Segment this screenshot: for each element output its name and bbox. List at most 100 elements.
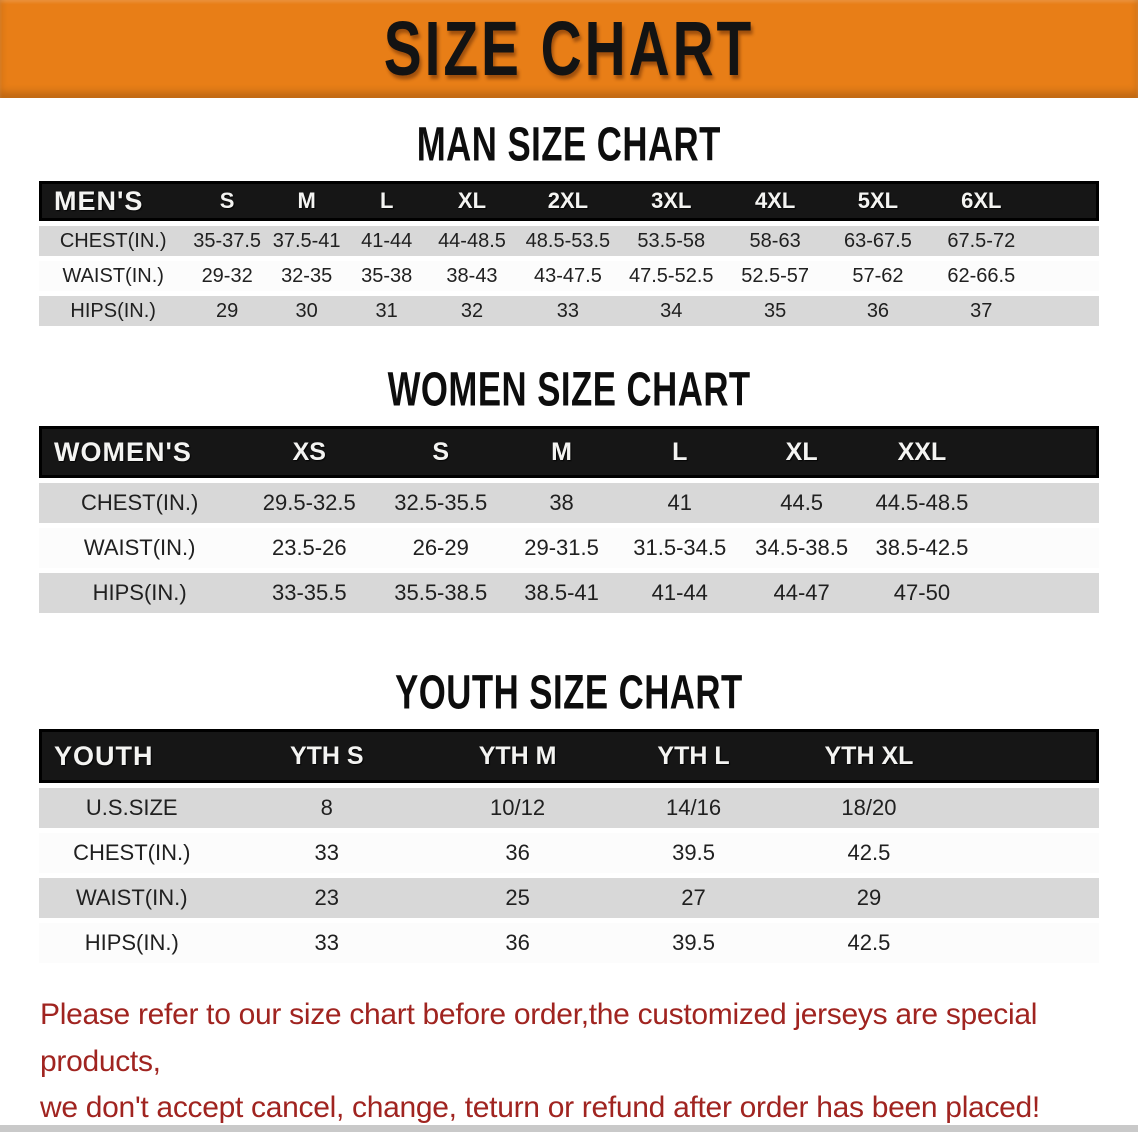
men-hips-in-value-3xl: 34 xyxy=(618,296,724,326)
men-row-pad-cell xyxy=(1033,261,1099,291)
disclaimer-line-2: we don't accept cancel, change, teturn o… xyxy=(40,1091,1040,1124)
men-waist-in-value-3xl: 47.5-52.5 xyxy=(618,261,724,291)
youth-size-header-yth-l: YTH L xyxy=(606,729,781,783)
youth-row-u-s-size: U.S.SIZE 8 10/12 14/16 18/20 xyxy=(39,788,1099,828)
disclaimer-line-1: Please refer to our size chart before or… xyxy=(40,998,1038,1078)
women-section-heading: WOMEN SIZE CHART xyxy=(387,362,751,416)
youth-row-label-u-s-size: U.S.SIZE xyxy=(39,788,225,828)
men-table-header-row: MEN'S S M L XL 2XL 3XL 4XL 5XL 6XL xyxy=(39,181,1099,221)
disclaimer: Please refer to our size chart before or… xyxy=(0,992,1138,1132)
youth-row-hips-in: HIPS(IN.) 33 36 39.5 42.5 xyxy=(39,923,1099,963)
youth-table-label: YOUTH xyxy=(39,729,225,783)
youth-u-s-size-value-yth-m: 10/12 xyxy=(429,788,607,828)
women-row-pad-cell xyxy=(980,528,1099,568)
women-row-pad-cell xyxy=(980,483,1099,523)
youth-u-s-size-value-yth-s: 8 xyxy=(224,788,430,828)
men-row-label-waist-in: WAIST(IN.) xyxy=(39,261,188,291)
men-waist-in-value-s: 29-32 xyxy=(187,261,267,291)
women-row-label-waist-in: WAIST(IN.) xyxy=(39,528,241,568)
men-size-table: MEN'S S M L XL 2XL 3XL 4XL 5XL 6XL CHEST(IN.) 35-37… xyxy=(39,176,1099,331)
women-header-pad-cell xyxy=(980,426,1099,478)
women-hips-in-value-l: 41-44 xyxy=(619,573,740,613)
men-hips-in-value-6xl: 37 xyxy=(929,296,1034,326)
youth-row-label-chest-in: CHEST(IN.) xyxy=(39,833,225,873)
women-waist-in-value-xs: 23.5-26 xyxy=(240,528,379,568)
youth-row-pad-cell xyxy=(956,878,1099,918)
men-size-header-s: S xyxy=(187,181,267,221)
women-hips-in-value-xs: 33-35.5 xyxy=(240,573,379,613)
youth-hips-in-value-yth-xl: 42.5 xyxy=(780,923,957,963)
youth-row-label-hips-in: HIPS(IN.) xyxy=(39,923,225,963)
page-title: SIZE CHART xyxy=(383,6,755,92)
men-waist-in-value-4xl: 52.5-57 xyxy=(723,261,827,291)
men-waist-in-value-xl: 38-43 xyxy=(426,261,518,291)
women-waist-in-value-xxl: 38.5-42.5 xyxy=(863,528,981,568)
men-row-label-chest-in: CHEST(IN.) xyxy=(39,226,188,256)
men-chest-in-value-4xl: 58-63 xyxy=(723,226,827,256)
youth-row-chest-in: CHEST(IN.) 33 36 39.5 42.5 xyxy=(39,833,1099,873)
men-chest-in-value-l: 41-44 xyxy=(346,226,427,256)
men-waist-in-value-m: 32-35 xyxy=(266,261,347,291)
youth-waist-in-value-yth-xl: 29 xyxy=(780,878,957,918)
youth-row-label-waist-in: WAIST(IN.) xyxy=(39,878,225,918)
women-size-header-xs: XS xyxy=(240,426,379,478)
youth-size-header-yth-s: YTH S xyxy=(224,729,430,783)
women-section-heading-wrap: WOMEN SIZE CHART xyxy=(0,363,1138,416)
women-chest-in-value-xxl: 44.5-48.5 xyxy=(863,483,981,523)
men-size-header-xl: XL xyxy=(426,181,518,221)
women-waist-in-value-xl: 34.5-38.5 xyxy=(739,528,864,568)
women-size-header-s: S xyxy=(378,426,504,478)
youth-row-pad-cell xyxy=(956,788,1099,828)
youth-hips-in-value-yth-s: 33 xyxy=(224,923,430,963)
men-hips-in-value-2xl: 33 xyxy=(517,296,619,326)
men-hips-in-value-l: 31 xyxy=(346,296,427,326)
women-row-hips-in: HIPS(IN.) 33-35.5 35.5-38.5 38.5-41 41-44 44-… xyxy=(39,573,1099,613)
women-size-header-l: L xyxy=(619,426,740,478)
men-row-chest-in: CHEST(IN.) 35-37.5 37.5-41 41-44 44-48.5 48.5… xyxy=(39,226,1099,256)
youth-row-pad-cell xyxy=(956,923,1099,963)
men-size-header-4xl: 4XL xyxy=(723,181,827,221)
youth-size-header-yth-xl: YTH XL xyxy=(780,729,957,783)
women-hips-in-value-m: 38.5-41 xyxy=(503,573,620,613)
men-hips-in-value-xl: 32 xyxy=(426,296,518,326)
women-size-header-xxl: XXL xyxy=(863,426,981,478)
youth-waist-in-value-yth-s: 23 xyxy=(224,878,430,918)
women-chest-in-value-s: 32.5-35.5 xyxy=(378,483,504,523)
women-waist-in-value-m: 29-31.5 xyxy=(503,528,620,568)
men-size-header-m: M xyxy=(266,181,347,221)
men-hips-in-value-s: 29 xyxy=(187,296,267,326)
youth-size-header-yth-m: YTH M xyxy=(429,729,607,783)
men-waist-in-value-2xl: 43-47.5 xyxy=(517,261,619,291)
youth-chest-in-value-yth-s: 33 xyxy=(224,833,430,873)
men-chest-in-value-xl: 44-48.5 xyxy=(426,226,518,256)
women-chest-in-value-xs: 29.5-32.5 xyxy=(240,483,379,523)
women-row-label-hips-in: HIPS(IN.) xyxy=(39,573,241,613)
women-table-header-row: WOMEN'S XS S M L XL XXL xyxy=(39,426,1099,478)
youth-header-pad-cell xyxy=(956,729,1099,783)
men-size-header-l: L xyxy=(346,181,427,221)
women-chest-in-value-xl: 44.5 xyxy=(739,483,864,523)
men-waist-in-value-6xl: 62-66.5 xyxy=(929,261,1034,291)
women-row-waist-in: WAIST(IN.) 23.5-26 26-29 29-31.5 31.5-34.5 34… xyxy=(39,528,1099,568)
youth-chest-in-value-yth-m: 36 xyxy=(429,833,607,873)
men-size-header-6xl: 6XL xyxy=(929,181,1034,221)
women-waist-in-value-l: 31.5-34.5 xyxy=(619,528,740,568)
men-chest-in-value-6xl: 67.5-72 xyxy=(929,226,1034,256)
youth-hips-in-value-yth-m: 36 xyxy=(429,923,607,963)
youth-waist-in-value-yth-m: 25 xyxy=(429,878,607,918)
banner: SIZE CHART xyxy=(0,0,1138,98)
men-section-heading-wrap: MAN SIZE CHART xyxy=(0,118,1138,171)
women-chest-in-value-l: 41 xyxy=(619,483,740,523)
men-row-hips-in: HIPS(IN.) 29 30 31 32 33 34 35 36 37 xyxy=(39,296,1099,326)
women-size-header-m: M xyxy=(503,426,620,478)
men-chest-in-value-s: 35-37.5 xyxy=(187,226,267,256)
women-row-chest-in: CHEST(IN.) 29.5-32.5 32.5-35.5 38 41 44.5 44.5… xyxy=(39,483,1099,523)
women-row-pad-cell xyxy=(980,573,1099,613)
men-chest-in-value-m: 37.5-41 xyxy=(266,226,347,256)
women-chest-in-value-m: 38 xyxy=(503,483,620,523)
men-hips-in-value-m: 30 xyxy=(266,296,347,326)
men-header-pad-cell xyxy=(1033,181,1099,221)
youth-table-header-row: YOUTH YTH S YTH M YTH L YTH XL xyxy=(39,729,1099,783)
bottom-strip xyxy=(0,1125,1138,1132)
